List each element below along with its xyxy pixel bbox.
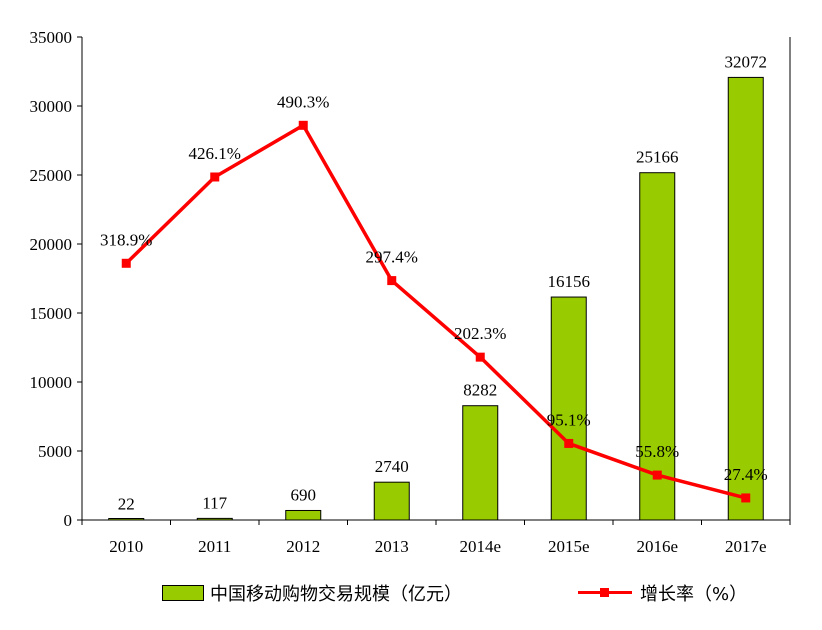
growth-marker	[210, 172, 220, 182]
growth-marker	[652, 470, 662, 480]
bar-value-label: 117	[202, 493, 227, 512]
growth-value-label: 490.3%	[277, 92, 329, 111]
y-tick-label: 15000	[30, 304, 73, 323]
growth-marker	[564, 438, 574, 448]
x-tick-label: 2017e	[725, 537, 767, 556]
bar-value-label: 8282	[463, 381, 497, 400]
axes-layer: 0 5000 10000 15000 20000 25000 30000 35000 2010 2…	[30, 28, 791, 556]
bar-value-label: 22	[118, 495, 135, 514]
y-tick-label: 10000	[30, 373, 73, 392]
bar	[373, 481, 410, 521]
legend-item-line[interactable]: 增长率（%）	[578, 580, 747, 606]
growth-value-label: 297.4%	[366, 248, 418, 267]
x-tick-label: 2012	[286, 537, 320, 556]
growth-marker	[298, 120, 308, 130]
growth-line-layer	[121, 120, 751, 503]
bar	[462, 405, 499, 521]
legend-line-swatch	[578, 585, 632, 601]
growth-marker	[387, 276, 397, 286]
y-tick-label: 25000	[30, 166, 73, 185]
bar-value-label: 32072	[725, 52, 768, 71]
growth-value-label: 426.1%	[189, 144, 241, 163]
bar-value-label: 16156	[548, 272, 591, 291]
y-tick-label: 35000	[30, 28, 73, 47]
bar	[639, 172, 676, 521]
growth-value-label: 27.4%	[724, 465, 768, 484]
y-tick-label: 20000	[30, 235, 73, 254]
legend-bar-swatch	[162, 585, 204, 601]
growth-marker	[475, 352, 485, 362]
growth-marker	[121, 258, 131, 268]
growth-value-label: 95.1%	[547, 410, 591, 429]
legend-line-label: 增长率（%）	[640, 584, 748, 605]
y-tick-label: 30000	[30, 97, 73, 116]
growth-value-label: 55.8%	[635, 442, 679, 461]
legend-bar-label: 中国移动购物交易规模（亿元）	[210, 584, 462, 605]
x-tick-label: 2011	[198, 537, 231, 556]
growth-marker	[741, 493, 751, 503]
y-tick-label: 0	[64, 511, 73, 530]
bars-layer	[108, 76, 764, 521]
legend-item-bar[interactable]: 中国移动购物交易规模（亿元）	[162, 580, 462, 606]
chart: 0 5000 10000 15000 20000 25000 30000 35000 2010 2…	[30, 28, 791, 556]
growth-value-label: 318.9%	[100, 230, 152, 249]
labels-layer: 22 117 690 2740 8282 16156 25166 32072 318.9% 426…	[100, 52, 768, 513]
y-tick-label: 5000	[38, 442, 72, 461]
bar	[285, 509, 322, 521]
bar-value-label: 690	[291, 485, 317, 504]
x-tick-label: 2016e	[636, 537, 678, 556]
x-tick-label: 2010	[109, 537, 143, 556]
bar-value-label: 2740	[375, 457, 409, 476]
growth-line	[125, 123, 747, 500]
legend: 中国移动购物交易规模（亿元） 增长率（%）	[0, 580, 822, 610]
bar	[550, 296, 587, 521]
bar-value-label: 25166	[636, 148, 679, 167]
growth-value-label: 202.3%	[454, 324, 506, 343]
x-tick-label: 2015e	[548, 537, 590, 556]
bar	[727, 76, 764, 521]
x-tick-label: 2014e	[459, 537, 501, 556]
x-tick-label: 2013	[375, 537, 409, 556]
